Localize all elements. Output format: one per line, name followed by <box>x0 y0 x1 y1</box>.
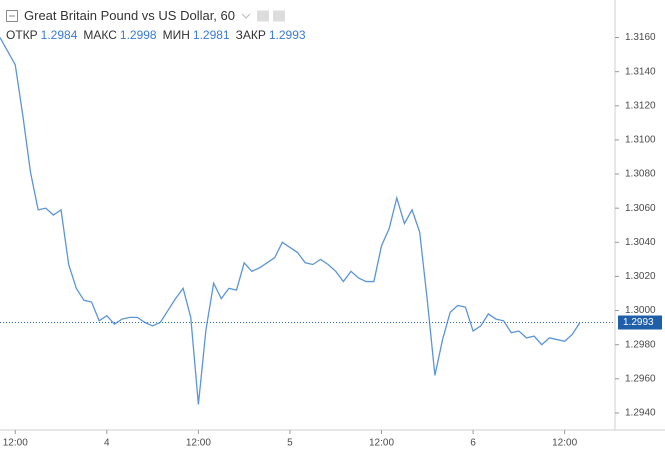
chart-title: Great Britain Pound vs US Dollar, 60 <box>24 8 235 23</box>
x-tick-label: 12:00 <box>3 438 28 449</box>
y-tick-label: 1.3060 <box>625 203 656 214</box>
y-tick-label: 1.2940 <box>625 408 656 419</box>
x-tick-label: 5 <box>287 438 293 449</box>
y-tick-label: 1.3160 <box>625 32 656 43</box>
y-tick-label: 1.3040 <box>625 237 656 248</box>
last-price-box <box>618 315 662 330</box>
collapse-icon[interactable] <box>6 9 18 22</box>
ohlc-label: МИН <box>162 28 190 42</box>
y-tick-label: 1.3000 <box>625 305 656 316</box>
ohlc-label: МАКС <box>83 28 117 42</box>
header-icons[interactable] <box>241 10 287 22</box>
x-tick-label: 12:00 <box>369 438 394 449</box>
price-line <box>0 37 581 405</box>
ohlc-label: ОТКР <box>6 28 38 42</box>
y-tick-label: 1.3100 <box>625 135 656 146</box>
y-tick-label: 1.3140 <box>625 66 656 77</box>
x-tick-label: 6 <box>470 438 476 449</box>
x-tick-label: 12:00 <box>186 438 211 449</box>
x-tick-label: 4 <box>104 438 110 449</box>
y-tick-label: 1.2960 <box>625 373 656 384</box>
y-tick-label: 1.3080 <box>625 169 656 180</box>
ohlc-value: 1.2993 <box>268 28 306 42</box>
ohlc-value: 1.2998 <box>119 28 157 42</box>
ohlc-value: 1.2981 <box>192 28 230 42</box>
title-row: Great Britain Pound vs US Dollar, 60 <box>6 8 312 23</box>
x-tick-label: 12:00 <box>552 438 577 449</box>
ohlc-row: ОТКР 1.2984 МАКС 1.2998 МИН 1.2981 ЗАКР 1.2993 <box>6 28 312 42</box>
header: Great Britain Pound vs US Dollar, 60 ОТК… <box>6 8 312 42</box>
y-tick-label: 1.3120 <box>625 100 656 111</box>
ohlc-value: 1.2984 <box>40 28 78 42</box>
y-tick-label: 1.2980 <box>625 339 656 350</box>
ohlc-label: ЗАКР <box>235 28 266 42</box>
y-tick-label: 1.3020 <box>625 271 656 282</box>
last-price-label: 1.2993 <box>623 317 654 328</box>
